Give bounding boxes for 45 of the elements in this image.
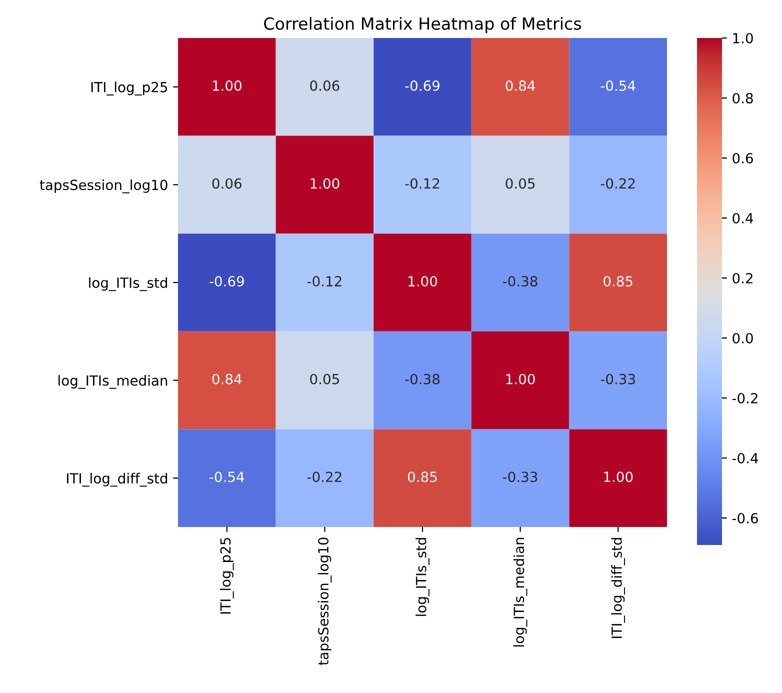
data-label: -0.69	[210, 276, 244, 287]
data-label: 1.00	[506, 374, 535, 384]
data-label: 0.05	[310, 374, 339, 384]
data-label: 0.84	[506, 80, 535, 91]
x-tick-label: tapsSession_log10	[318, 538, 332, 666]
color-bar-label: -0.6	[732, 512, 758, 524]
x-tick-label: ITI_log_p25	[220, 538, 234, 614]
data-label: -0.54	[600, 80, 636, 91]
data-label: 0.06	[212, 178, 242, 189]
data-label: -0.38	[503, 276, 538, 287]
data-label: -0.38	[405, 374, 440, 384]
color-bar-label: -0.2	[732, 392, 758, 404]
data-label: -0.22	[307, 472, 342, 482]
data-label: 0.84	[212, 374, 242, 384]
color-bar-label: 0.6	[732, 152, 753, 164]
data-label: -0.12	[405, 178, 440, 189]
data-label: -0.33	[503, 472, 538, 482]
data-label: 1.00	[310, 178, 340, 189]
data-label: 1.00	[408, 276, 438, 287]
data-label: 0.85	[408, 472, 437, 482]
data-label: 1.00	[212, 80, 242, 91]
data-label: 0.05	[506, 178, 535, 189]
y-tick-label: log_ITIs_median	[58, 375, 168, 389]
data-label: -0.33	[600, 374, 635, 384]
x-tick-label: ITI_log_diff_std	[611, 538, 626, 638]
color-bar-label: -0.4	[732, 452, 758, 464]
y-tick-label: log_ITIs_std	[89, 277, 168, 292]
y-tick-label: ITI_log_p25	[91, 82, 168, 96]
data-label: 1.00	[604, 472, 633, 482]
data-label: 0.85	[604, 276, 632, 287]
x-tick-label: log_ITIs_median	[513, 538, 528, 646]
color-bar-label: 0.8	[732, 92, 753, 104]
x-tick-label: log_ITIs_std	[416, 538, 430, 616]
color-bar-label: 1.0	[733, 32, 753, 44]
data-label: -0.69	[405, 80, 440, 91]
chart-title: Correlation Matrix Heatmap of Metrics	[264, 17, 582, 34]
data-label: -0.54	[210, 472, 244, 482]
color-bar-label: 0.0	[732, 332, 753, 344]
color-bar-label: 0.4	[732, 212, 754, 224]
y-tick-label: ITI_log_diff_std	[67, 472, 168, 487]
data-label: -0.22	[600, 178, 635, 189]
y-tick-label: tapsSession_log10	[40, 179, 168, 194]
data-label: 0.06	[310, 80, 340, 91]
color-bar-label: 0.2	[732, 272, 752, 284]
data-label: -0.12	[307, 276, 342, 287]
